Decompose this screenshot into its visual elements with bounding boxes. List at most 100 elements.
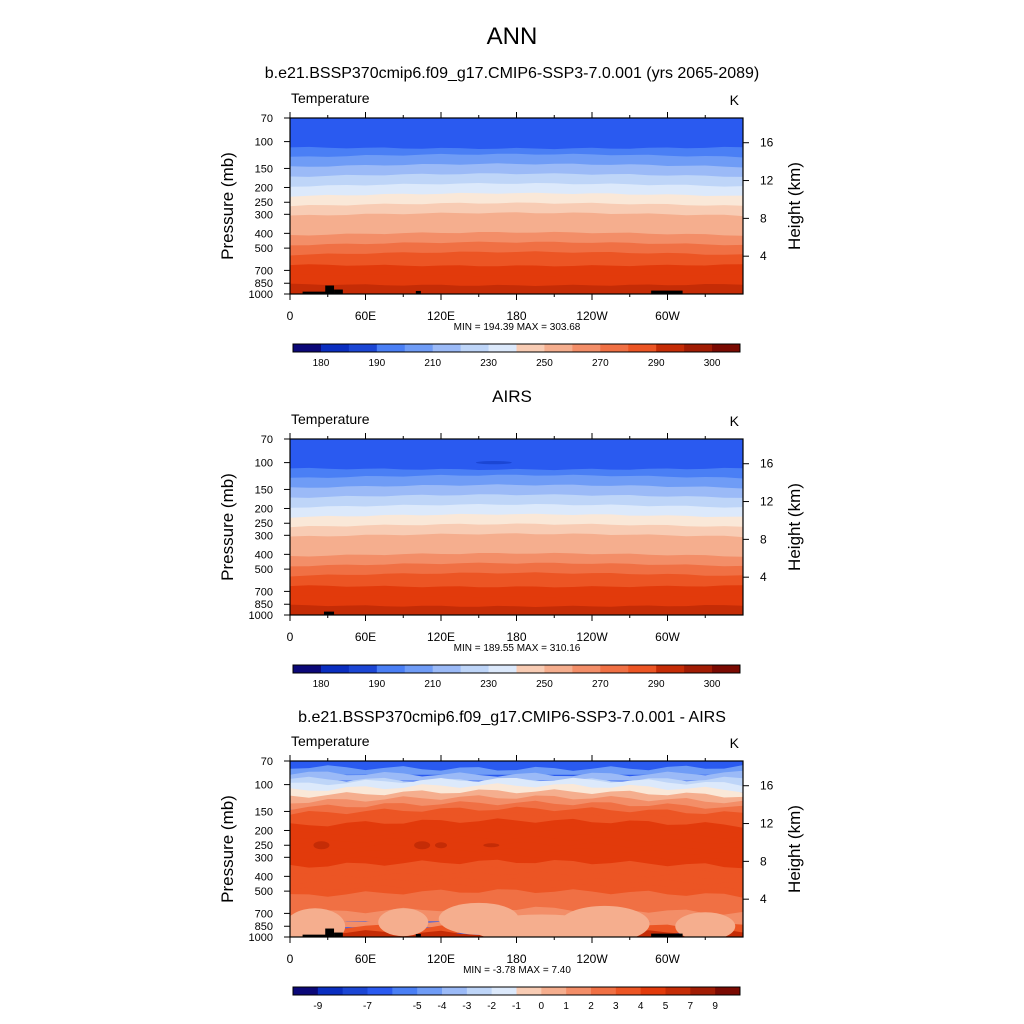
colorbar-label: 210 xyxy=(424,679,441,690)
colorbar-label: 250 xyxy=(536,358,553,369)
y-tick-label: 250 xyxy=(255,518,273,530)
colorbar-label: 270 xyxy=(592,358,609,369)
contour-band xyxy=(290,448,743,461)
colorbar-swatch xyxy=(544,665,573,673)
panel-difference: b.e21.BSSP370cmip6.f09_g17.CMIP6-SSP3-7.… xyxy=(218,709,804,1012)
y-tick-label: 100 xyxy=(255,458,273,470)
colorbar-swatch xyxy=(376,665,406,673)
contour-blob xyxy=(475,461,512,465)
topography xyxy=(334,932,343,937)
x-tick-label: 60E xyxy=(355,309,376,323)
y-tick-label: 500 xyxy=(255,886,273,898)
contour-blob xyxy=(290,908,346,937)
panel-model: b.e21.BSSP370cmip6.f09_g17.CMIP6-SSP3-7.… xyxy=(218,65,804,369)
colorbar-swatch xyxy=(544,344,573,352)
colorbar-swatch xyxy=(466,987,493,995)
y-tick-label: 500 xyxy=(255,564,273,576)
colorbar-swatch xyxy=(665,987,691,995)
colorbar-swatch xyxy=(572,665,601,673)
topography xyxy=(651,290,683,294)
figure-title: ANN xyxy=(487,23,538,50)
colorbar-label: 2 xyxy=(588,1001,594,1012)
panel-title: b.e21.BSSP370cmip6.f09_g17.CMIP6-SSP3-7.… xyxy=(265,65,760,82)
colorbar-swatch xyxy=(566,987,592,995)
y-tick-label: 850 xyxy=(255,599,273,611)
colorbar-label: 230 xyxy=(480,358,497,369)
colorbar-swatch xyxy=(376,344,406,352)
height-tick-label: 4 xyxy=(760,249,767,263)
contour-blob xyxy=(378,908,429,937)
y-tick-label: 70 xyxy=(261,113,273,125)
y-tick-label: 150 xyxy=(255,484,273,496)
contour-blob xyxy=(471,914,612,937)
contour-band xyxy=(290,274,743,287)
colorbar-frame xyxy=(292,343,741,353)
height-tick-label: 12 xyxy=(760,174,774,188)
colorbar-swatch xyxy=(320,344,350,352)
contour-band xyxy=(290,127,743,140)
y-tick-label: 500 xyxy=(255,243,273,255)
colorbar-label: 290 xyxy=(648,358,665,369)
colorbar: 180 190 210 230 250 270 290 300 xyxy=(292,664,741,690)
height-tick-label: 12 xyxy=(760,817,774,831)
contour-field xyxy=(290,761,743,937)
y-tick-label: 300 xyxy=(255,852,273,864)
x-tick-label: 60W xyxy=(655,630,680,644)
colorbar-swatch xyxy=(348,665,378,673)
colorbar-swatch xyxy=(628,344,657,352)
x-tick-label: 120W xyxy=(576,630,608,644)
colorbar-label: -1 xyxy=(512,1001,521,1012)
units-label: K xyxy=(730,92,740,108)
topography xyxy=(323,611,335,615)
colorbar-swatch xyxy=(293,665,322,673)
colorbar-swatch xyxy=(293,987,319,995)
y-tick-label: 1000 xyxy=(249,610,273,622)
x-tick-label: 60W xyxy=(655,309,680,323)
y-tick-label: 70 xyxy=(261,434,273,446)
colorbar-label: 250 xyxy=(536,679,553,690)
height-tick-label: 8 xyxy=(760,532,767,546)
field-label: Temperature xyxy=(291,733,370,749)
y-tick-label: 700 xyxy=(255,586,273,598)
colorbar-swatch xyxy=(342,987,368,995)
y-tick-label: 200 xyxy=(255,503,273,515)
x-tick-label: 0 xyxy=(287,309,294,323)
y-tick-label: 400 xyxy=(255,549,273,561)
colorbar-label: -4 xyxy=(438,1001,447,1012)
colorbar-swatch xyxy=(516,665,545,673)
height-tick-label: 4 xyxy=(760,570,767,584)
contour-blob xyxy=(675,912,736,937)
colorbar-swatch xyxy=(491,987,517,995)
height-tick-label: 16 xyxy=(760,779,774,793)
colorbar-swatch xyxy=(656,665,685,673)
colorbar-swatch xyxy=(460,344,490,352)
y-tick-label: 100 xyxy=(255,780,273,792)
y-tick-label: 850 xyxy=(255,278,273,290)
colorbar-label: 300 xyxy=(704,679,721,690)
contour-band xyxy=(290,439,743,451)
colorbar-label: 9 xyxy=(712,1001,718,1012)
contour-band xyxy=(290,595,743,608)
colorbar-swatch xyxy=(293,344,322,352)
y-tick-label: 850 xyxy=(255,921,273,933)
colorbar-label: 1 xyxy=(563,1001,569,1012)
x-tick-label: 120E xyxy=(427,309,455,323)
colorbar: 180 190 210 230 250 270 290 300 xyxy=(292,343,741,369)
contour-band xyxy=(290,765,743,775)
y-tick-label: 1000 xyxy=(249,289,273,301)
x-tick-label: 60E xyxy=(355,630,376,644)
panel-airs: AIRS Temperature K 0 60E 120E 180 120W 60W 70 100 1… xyxy=(218,387,804,690)
x-tick-label: 180 xyxy=(506,952,526,966)
x-tick-label: 120W xyxy=(576,952,608,966)
topography xyxy=(415,933,421,937)
height-tick-label: 4 xyxy=(760,892,767,906)
colorbar-swatch xyxy=(572,344,601,352)
colorbar-swatch xyxy=(404,344,434,352)
colorbar-swatch xyxy=(317,987,344,995)
height-axis-title: Height (km) xyxy=(785,805,804,893)
colorbar-swatch xyxy=(715,987,741,995)
height-tick-label: 16 xyxy=(760,457,774,471)
y-tick-label: 700 xyxy=(255,265,273,277)
contour-band xyxy=(290,137,743,150)
